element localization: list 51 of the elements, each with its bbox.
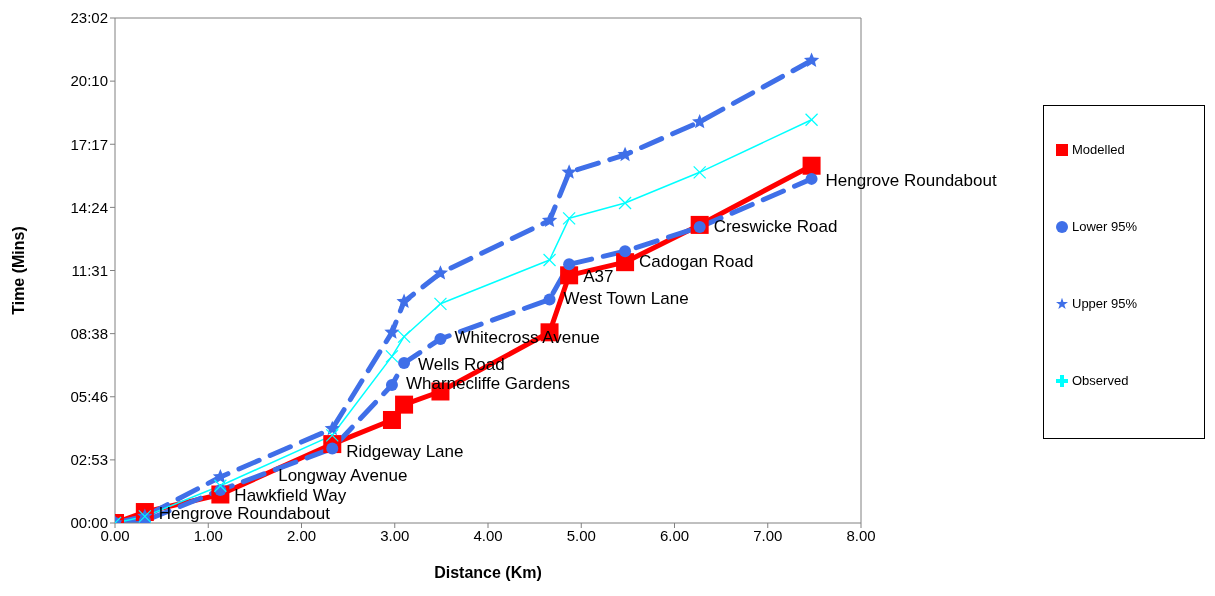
annotation: Hawkfield Way <box>234 486 347 506</box>
y-tick-label: 17:17 <box>70 135 108 153</box>
legend-label: Observed <box>1072 373 1129 388</box>
y-tick-label: 14:24 <box>70 198 108 216</box>
point <box>803 52 820 67</box>
point <box>432 265 449 280</box>
legend-label: Modelled <box>1072 142 1125 157</box>
point <box>543 293 556 306</box>
x-tick-label: 7.00 <box>753 526 783 544</box>
point <box>619 245 632 258</box>
legend-label: Upper 95% <box>1072 296 1138 311</box>
x-tick-label: 6.00 <box>659 526 690 544</box>
x-tick-label: 3.00 <box>380 526 410 544</box>
annotation: Whitecross Avenue <box>454 328 600 348</box>
y-tick-label: 20:10 <box>70 72 108 90</box>
point <box>805 172 818 185</box>
x-tick-label: 5.00 <box>566 526 596 544</box>
annotation: A37 <box>583 267 614 286</box>
point <box>541 212 558 227</box>
point <box>398 357 411 369</box>
annotation: Longway Avenue <box>278 466 408 486</box>
x-axis-title: Distance (Km) <box>434 564 542 581</box>
y-tick-label: 08:38 <box>70 324 108 342</box>
annotation: West Town Lane <box>563 288 689 308</box>
x-tick-label: 2.00 <box>286 526 317 544</box>
point <box>434 332 447 345</box>
point <box>385 378 398 391</box>
point <box>324 420 340 436</box>
annotation: Ridgeway Lane <box>346 442 464 462</box>
annotation: Hengrove Roundabout <box>158 503 331 523</box>
legend-label: Lower 95% <box>1072 219 1138 234</box>
x-tick-label: 8.00 <box>846 526 876 544</box>
point <box>563 258 576 271</box>
y-tick-label: 02:53 <box>70 451 108 469</box>
point <box>561 164 577 179</box>
point <box>395 395 414 414</box>
point <box>396 293 412 309</box>
point <box>382 410 401 429</box>
y-tick-label: 00:00 <box>70 514 108 532</box>
y-tick-label: 05:46 <box>70 388 108 406</box>
annotation: Cadogan Road <box>639 251 754 271</box>
y-axis-title: Time (Mins) <box>9 226 27 315</box>
point <box>802 156 821 175</box>
x-tick-label: 4.00 <box>473 526 503 544</box>
annotation: Hengrove Roundabout <box>825 170 997 190</box>
point <box>384 324 400 339</box>
y-tick-label: 11:31 <box>71 261 108 279</box>
annotation: Creswicke Road <box>713 216 838 236</box>
y-tick-label: 23:02 <box>70 9 108 27</box>
point <box>692 113 708 129</box>
x-tick-label: 1.00 <box>193 526 223 544</box>
